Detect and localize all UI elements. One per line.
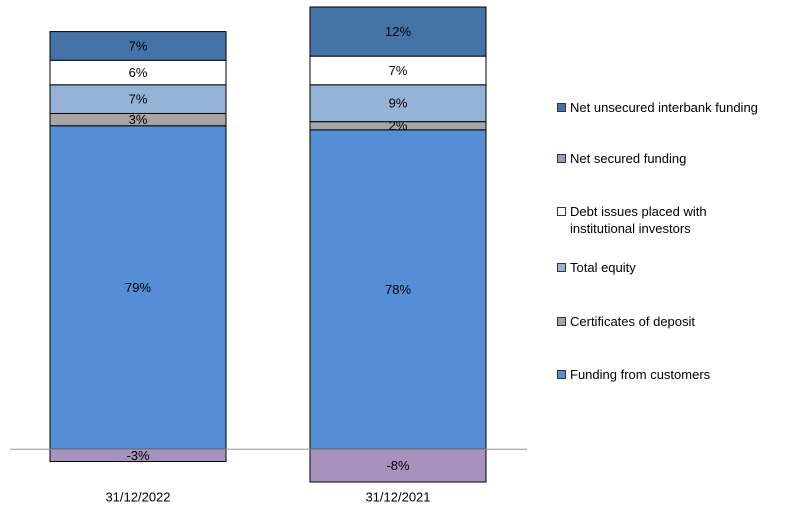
legend-item: Debt issues placed with institutional in… bbox=[557, 203, 750, 237]
legend-item: Certificates of deposit bbox=[557, 313, 695, 330]
bar-segment bbox=[49, 125, 227, 450]
legend-label: Funding from customers bbox=[570, 367, 711, 382]
value-label: -8% bbox=[386, 458, 410, 473]
legend-item: Total equity bbox=[557, 259, 636, 276]
bar-segment bbox=[309, 448, 487, 483]
bar-segment bbox=[309, 6, 487, 57]
legend-swatch bbox=[557, 263, 566, 272]
legend-item: Net secured funding bbox=[557, 150, 686, 167]
value-label: 78% bbox=[385, 282, 411, 297]
bar-segment bbox=[309, 84, 487, 123]
value-label: 7% bbox=[129, 38, 148, 53]
legend-label: Debt issues placed with institutional in… bbox=[570, 204, 707, 236]
legend-swatch bbox=[557, 207, 566, 216]
legend-swatch bbox=[557, 317, 566, 326]
legend-swatch bbox=[557, 154, 566, 163]
value-label: 9% bbox=[389, 96, 408, 111]
legend-label: Net unsecured interbank funding bbox=[570, 100, 758, 115]
bar-segment bbox=[309, 55, 487, 86]
x-tick-label: 31/12/2021 bbox=[365, 489, 430, 504]
legend-swatch bbox=[557, 103, 566, 112]
value-label: 7% bbox=[389, 63, 408, 78]
legend-label: Total equity bbox=[570, 260, 636, 275]
value-label: 6% bbox=[129, 65, 148, 80]
value-label: 12% bbox=[385, 24, 411, 39]
bar-segment bbox=[49, 31, 227, 61]
legend-swatch bbox=[557, 370, 566, 379]
bar-segment bbox=[49, 59, 227, 86]
legend-label: Net secured funding bbox=[570, 151, 687, 166]
bar-segment bbox=[309, 129, 487, 450]
value-label: 3% bbox=[129, 112, 148, 127]
legend-item: Net unsecured interbank funding bbox=[557, 99, 758, 116]
value-label: 7% bbox=[129, 92, 148, 107]
value-label: -3% bbox=[126, 448, 150, 463]
legend-item: Funding from customers bbox=[557, 366, 710, 383]
x-tick-label: 31/12/2022 bbox=[105, 489, 170, 504]
legend-label: Certificates of deposit bbox=[570, 314, 696, 329]
value-label: 79% bbox=[125, 280, 151, 295]
